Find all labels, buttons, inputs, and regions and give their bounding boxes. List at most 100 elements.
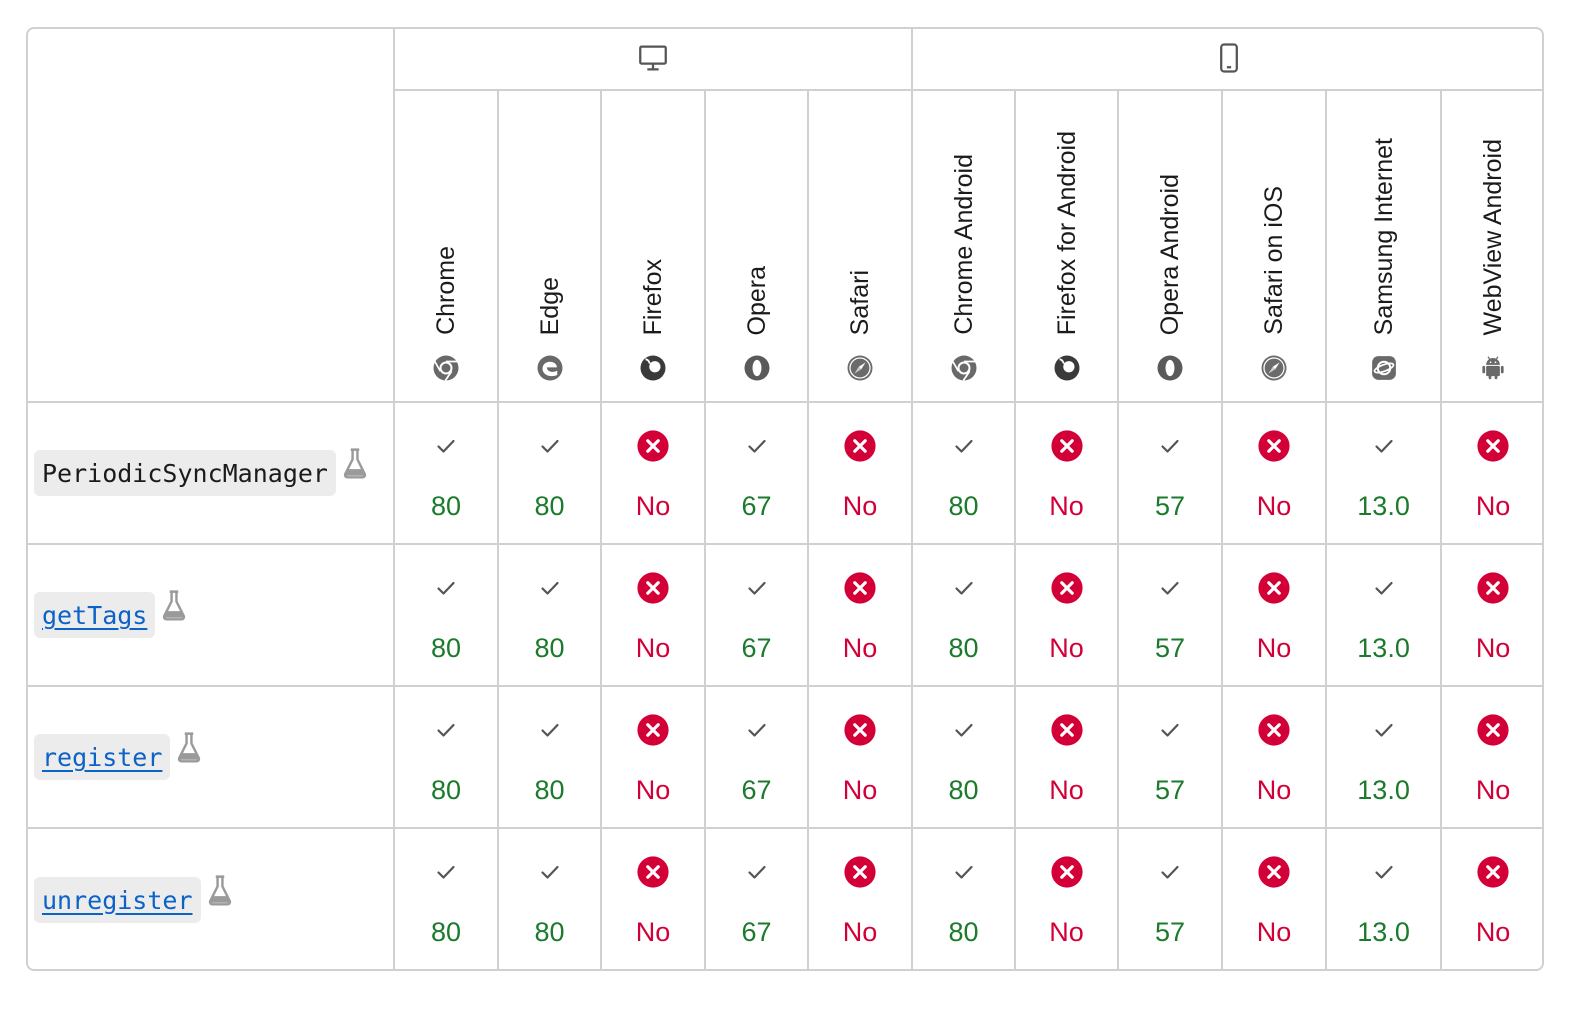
feature-link[interactable]: unregister: [34, 876, 201, 923]
support-cell[interactable]: No: [1014, 401, 1120, 545]
feature-link[interactable]: register: [34, 734, 171, 780]
support-cell[interactable]: No: [806, 685, 914, 829]
browser-header-firefox: Firefox: [600, 89, 706, 403]
android-icon: [1478, 353, 1508, 383]
check-icon: [745, 573, 769, 603]
support-cell[interactable]: No: [1014, 827, 1120, 969]
support-cell[interactable]: 57: [1117, 543, 1224, 687]
support-cell[interactable]: No: [1440, 827, 1542, 969]
support-cell-content: 13.0: [1327, 545, 1440, 663]
version-supported: 67: [741, 917, 772, 947]
support-cell[interactable]: 80: [497, 543, 602, 687]
support-cell[interactable]: 67: [704, 543, 809, 687]
browser-compat-table: Chrome Edge Firefox Opera Safari Chrome Andro…: [26, 27, 1544, 971]
support-cell[interactable]: No: [1014, 685, 1120, 829]
feature-cell: register: [28, 685, 395, 829]
support-cell[interactable]: 80: [393, 543, 499, 687]
feature-wrapper: unregister: [34, 874, 393, 923]
support-cell[interactable]: 13.0: [1325, 543, 1443, 687]
version-supported: 80: [534, 633, 565, 663]
support-cell-content: No: [602, 545, 704, 663]
support-cell[interactable]: No: [1221, 543, 1328, 687]
support-cell[interactable]: 80: [497, 401, 602, 545]
check-icon: [1158, 431, 1182, 461]
browser-header-content: Firefox for Android: [1016, 91, 1117, 401]
support-cell[interactable]: No: [806, 827, 914, 969]
support-cell[interactable]: 67: [704, 685, 809, 829]
feature-link[interactable]: getTags: [34, 592, 156, 638]
support-cell[interactable]: No: [1014, 543, 1120, 687]
version-supported: 13.0: [1357, 633, 1410, 663]
support-cell-content: No: [1016, 545, 1117, 663]
opera-icon: [742, 353, 772, 383]
browser-name: Safari on iOS: [1260, 186, 1289, 335]
support-cell[interactable]: 80: [911, 685, 1017, 829]
browser-name: Firefox for Android: [1052, 130, 1081, 335]
version-unsupported: No: [1049, 917, 1084, 947]
support-cell[interactable]: No: [1440, 685, 1542, 829]
support-cell-content: No: [1442, 545, 1542, 663]
support-cell[interactable]: 57: [1117, 401, 1224, 545]
support-cell[interactable]: 13.0: [1325, 685, 1443, 829]
flask-icon: [159, 588, 189, 627]
browser-header-content: Edge: [499, 91, 600, 401]
version-unsupported: No: [635, 917, 671, 947]
feature-wrapper: register: [34, 732, 393, 780]
browser-name: Safari: [846, 269, 875, 335]
check-icon: [434, 573, 458, 603]
support-cell[interactable]: No: [806, 543, 914, 687]
version-supported: 57: [1155, 917, 1186, 947]
feature-wrapper: PeriodicSyncManager: [34, 448, 393, 496]
browser-header-chrome-android: Chrome Android: [911, 89, 1017, 403]
support-cell-content: No: [1223, 403, 1325, 521]
support-cell[interactable]: No: [1440, 543, 1542, 687]
support-cell-content: 80: [913, 403, 1014, 521]
support-cell-content: 80: [395, 545, 497, 663]
support-cell[interactable]: 13.0: [1325, 827, 1443, 969]
version-supported: 80: [948, 491, 979, 521]
support-cell-content: No: [1442, 403, 1542, 521]
support-cell[interactable]: 80: [911, 543, 1017, 687]
support-cell[interactable]: 80: [393, 401, 499, 545]
support-cell[interactable]: 80: [497, 685, 602, 829]
version-unsupported: No: [635, 491, 671, 521]
browser-header-content: Samsung Internet: [1327, 91, 1440, 401]
cross-icon: [636, 572, 670, 604]
check-icon: [434, 431, 458, 461]
version-supported: 13.0: [1357, 775, 1410, 805]
support-cell[interactable]: No: [1221, 827, 1328, 969]
support-cell[interactable]: No: [600, 827, 706, 969]
support-cell[interactable]: No: [600, 401, 706, 545]
support-cell[interactable]: No: [1221, 401, 1328, 545]
flask-icon: [174, 730, 204, 769]
support-cell[interactable]: 80: [393, 827, 499, 969]
edge-icon: [535, 353, 565, 383]
feature-cell: unregister: [28, 827, 395, 969]
support-cell[interactable]: 80: [911, 827, 1017, 969]
cross-icon: [636, 714, 670, 746]
support-cell-content: 80: [499, 687, 600, 805]
support-cell[interactable]: 57: [1117, 685, 1224, 829]
support-cell[interactable]: No: [1440, 401, 1542, 545]
version-supported: 57: [1155, 491, 1186, 521]
support-cell[interactable]: No: [806, 401, 914, 545]
support-cell[interactable]: 80: [911, 401, 1017, 545]
support-cell[interactable]: 57: [1117, 827, 1224, 969]
support-cell-content: 57: [1119, 687, 1221, 805]
support-cell[interactable]: No: [600, 685, 706, 829]
support-cell[interactable]: 80: [393, 685, 499, 829]
browser-header-content: Firefox: [602, 91, 704, 401]
cross-icon: [843, 572, 877, 604]
cross-icon: [1476, 714, 1510, 746]
support-cell[interactable]: 13.0: [1325, 401, 1443, 545]
check-icon: [434, 857, 458, 887]
version-unsupported: No: [635, 775, 671, 805]
support-cell-content: 67: [706, 403, 807, 521]
support-cell[interactable]: 67: [704, 827, 809, 969]
support-cell[interactable]: No: [600, 543, 706, 687]
browser-header-firefox-for-android: Firefox for Android: [1014, 89, 1120, 403]
support-cell[interactable]: 67: [704, 401, 809, 545]
support-cell[interactable]: 80: [497, 827, 602, 969]
support-cell[interactable]: No: [1221, 685, 1328, 829]
version-unsupported: No: [1475, 917, 1511, 947]
